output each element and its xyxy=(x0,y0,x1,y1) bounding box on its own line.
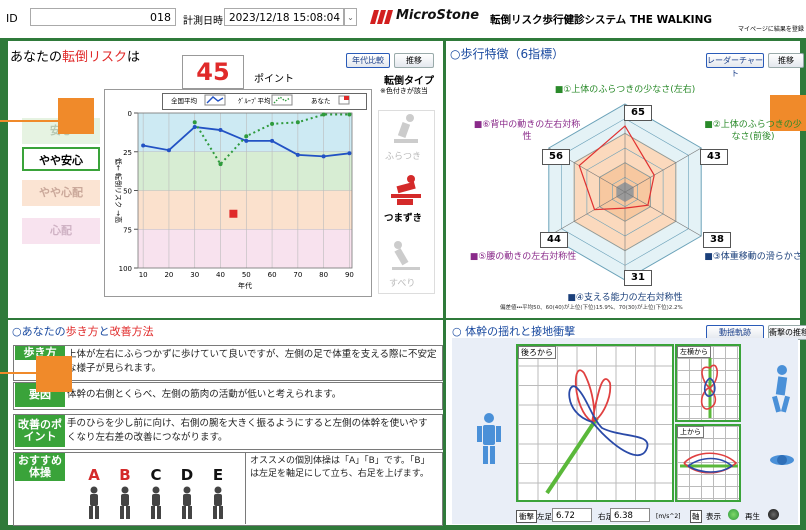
legend-icon xyxy=(344,96,349,100)
app-screen: ID 018 計測日時 2023/12/18 15:08:04 ⌄ MicroS… xyxy=(0,0,806,530)
y-axis-label: 低← 転倒リスク →高 xyxy=(114,158,123,223)
series-point xyxy=(167,148,171,152)
series-point xyxy=(244,134,248,138)
marker-line xyxy=(0,372,36,374)
x-tick-label: 80 xyxy=(319,271,328,279)
radar-label: ■②上体のふらつきの少なさ(前後) xyxy=(700,119,806,143)
risk-band xyxy=(138,152,352,191)
series-point xyxy=(270,122,274,126)
series-point xyxy=(347,151,351,155)
radar-label: ■⑤腰の動きの左右対称性 xyxy=(468,251,578,263)
legend-label: ｸﾞﾙｰﾌﾟ平均 xyxy=(238,96,271,105)
x-tick-label: 50 xyxy=(242,271,251,279)
y-tick-label: 50 xyxy=(123,188,132,196)
legend-label: あなた xyxy=(311,97,331,105)
x-tick-label: 20 xyxy=(164,271,173,279)
y-tick-label: 100 xyxy=(119,265,132,273)
legend-icon xyxy=(205,95,225,105)
y-tick-label: 25 xyxy=(123,149,132,157)
marker-line xyxy=(0,120,58,122)
x-tick-label: 70 xyxy=(293,271,302,279)
overlay-marker xyxy=(58,98,94,134)
series-point xyxy=(296,120,300,124)
risk-band xyxy=(138,229,352,268)
chart-layer: 0 25 50 75 100 10 20 30 40 50 60 70 80 90 年代 低← 転倒リスク →… xyxy=(0,0,806,530)
series-point xyxy=(141,144,145,148)
value-box: 38 xyxy=(703,232,731,248)
series-point xyxy=(296,153,300,157)
risk-band xyxy=(138,191,352,230)
x-tick-label: 90 xyxy=(345,271,354,279)
series-point xyxy=(219,162,223,166)
value-box: 43 xyxy=(700,149,728,165)
overlay-marker xyxy=(36,356,72,392)
series-point xyxy=(347,113,351,117)
x-tick-label: 10 xyxy=(139,271,148,279)
y-tick-label: 75 xyxy=(123,226,132,234)
y-tick-label: 0 xyxy=(128,110,132,118)
series-point xyxy=(193,125,197,129)
series-point xyxy=(219,128,223,132)
radar-label: ■①上体のふらつきの少なさ(左右) xyxy=(520,84,730,96)
legend-icon xyxy=(272,95,292,105)
series-point xyxy=(322,113,326,117)
x-tick-label: 40 xyxy=(216,271,225,279)
value-box: 44 xyxy=(540,232,568,248)
radar-label: ■③体重移動の滑らかさ xyxy=(700,251,806,263)
series-point xyxy=(270,139,274,143)
risk-band xyxy=(138,113,352,152)
radar-label: ■⑥背中の動きの左右対称性 xyxy=(472,119,582,143)
x-tick-label: 30 xyxy=(190,271,199,279)
legend-label: 全国平均 xyxy=(171,96,198,105)
series-point xyxy=(244,139,248,143)
x-axis-label: 年代 xyxy=(238,281,252,290)
radar-label: ■④支える能力の左右対称性 xyxy=(520,292,730,304)
value-box: 56 xyxy=(542,149,570,165)
you-marker xyxy=(229,210,237,218)
series-point xyxy=(322,154,326,158)
value-box: 31 xyxy=(624,270,652,286)
value-box: 65 xyxy=(624,105,652,121)
series-point xyxy=(193,120,197,124)
x-tick-label: 60 xyxy=(268,271,277,279)
